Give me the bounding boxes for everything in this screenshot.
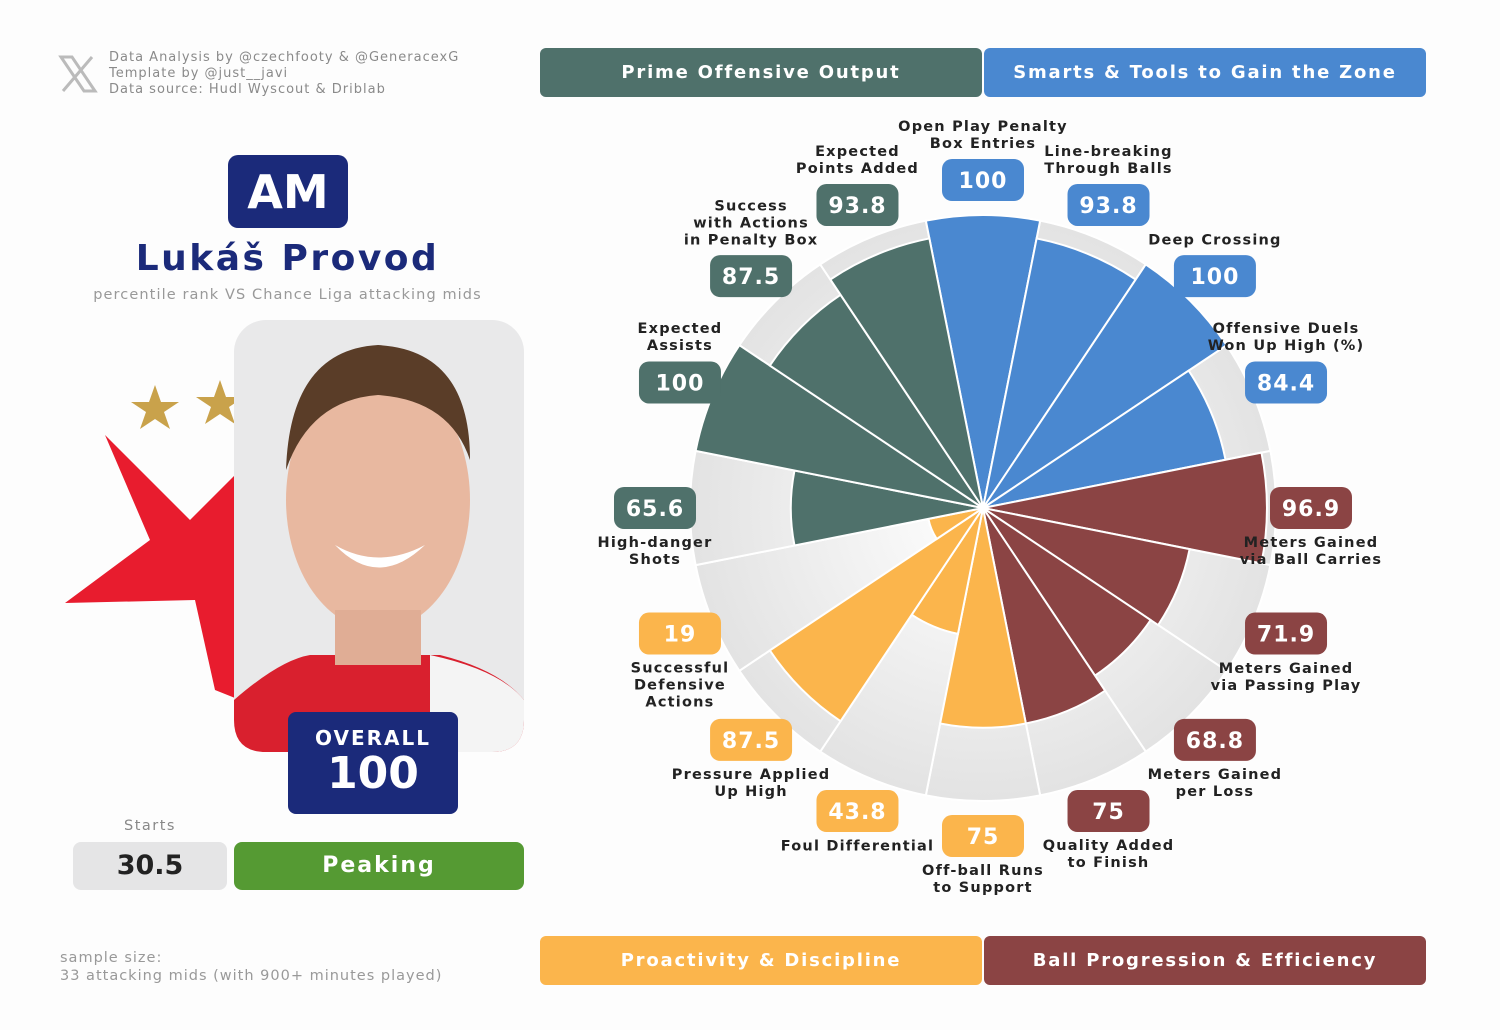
category-label: Line-breaking Through Balls: [1044, 143, 1173, 177]
category-label: Off-ball Runs to Support: [922, 863, 1044, 896]
value-label: 71.9: [1257, 623, 1315, 648]
group-legend: Ball Progression & Efficiency: [984, 936, 1426, 985]
value-box: [1270, 487, 1352, 529]
value-box: [710, 255, 793, 298]
category-label: Meters Gained per Loss: [1147, 766, 1283, 800]
starts-value: 30.5: [73, 842, 227, 890]
overall-label: OVERALL: [315, 726, 431, 750]
value-box: [942, 159, 1024, 201]
category-label: Meters Gained via Passing Play: [1210, 660, 1362, 694]
category-label: Expected Assists: [637, 321, 723, 355]
subtitle: percentile rank VS Chance Liga attacking…: [93, 287, 482, 303]
wedge: [828, 237, 984, 509]
player-graphic: [65, 320, 524, 752]
value-label: 19: [664, 623, 697, 648]
value-label: 100: [655, 371, 704, 396]
credit: Template by @just__javi: [109, 66, 289, 81]
x-logo: [58, 55, 98, 93]
value-box: [614, 487, 696, 529]
sample-size: 33 attacking mids (with 900+ minutes pla…: [60, 968, 443, 984]
value-label: 100: [1190, 265, 1239, 290]
value-box: [1173, 718, 1256, 761]
credit: Data Analysis by @czechfooty & @Generace…: [109, 50, 460, 65]
overall-value: 100: [327, 748, 419, 799]
value-label: 75: [1092, 800, 1125, 825]
value-box: [1173, 255, 1256, 298]
wedge: [768, 507, 984, 723]
wedge: [982, 507, 1191, 627]
category-label: Expected Points Added: [795, 143, 920, 177]
value-label: 87.5: [722, 265, 780, 290]
value-label: 43.8: [828, 800, 886, 825]
category-label: Quality Added to Finish: [1042, 838, 1175, 872]
value-box: [1067, 790, 1150, 833]
wedge: [924, 214, 1042, 509]
starts-label: Starts: [124, 818, 176, 834]
value-label: 87.5: [722, 729, 780, 754]
value-box: [710, 718, 793, 761]
wedge: [982, 262, 1229, 509]
form-badge: Peaking: [234, 842, 524, 890]
category-label: Foul Differential: [780, 838, 935, 855]
wedge: [982, 451, 1268, 565]
value-label: 68.8: [1186, 729, 1244, 754]
value-label: 93.8: [1079, 194, 1137, 219]
player-name: Lukáš Provod: [135, 238, 440, 279]
value-label: 96.9: [1282, 497, 1340, 522]
value-label: 65.6: [626, 497, 684, 522]
group-legend: Prime Offensive Output: [540, 48, 982, 97]
value-box: [638, 361, 721, 404]
credit: Data source: Hudl Wyscout & Driblab: [109, 82, 386, 97]
value-box: [942, 815, 1024, 857]
sample-size: sample size:: [60, 950, 163, 966]
value-box: [1245, 361, 1328, 404]
group-legend: Smarts & Tools to Gain the Zone: [984, 48, 1426, 97]
category-label: Open Play Penalty Box Entries: [898, 119, 1068, 152]
value-box: [638, 612, 721, 655]
value-box: [1245, 612, 1328, 655]
category-label: High-danger Shots: [597, 535, 713, 568]
value-box: [816, 183, 899, 226]
value-box: [1067, 183, 1150, 226]
category-label: Offensive Duels Won Up High (%): [1207, 321, 1365, 355]
value-label: 93.8: [828, 194, 886, 219]
value-label: 84.4: [1257, 371, 1315, 396]
category-label: Success with Actions in Penalty Box: [683, 198, 819, 249]
value-label: 75: [967, 825, 1000, 850]
overall-box: OVERALL 100: [288, 712, 458, 814]
group-legend: Proactivity & Discipline: [540, 936, 982, 985]
category-label: Deep Crossing: [1148, 232, 1282, 249]
category-label: Pressure Applied Up High: [671, 766, 831, 800]
category-label: Meters Gained via Ball Carries: [1239, 535, 1383, 568]
position-badge: AM: [228, 155, 348, 228]
value-box: [816, 790, 899, 833]
wedge: [938, 507, 1028, 729]
value-label: 100: [959, 169, 1008, 194]
category-label: Successful Defensive Actions: [630, 660, 730, 711]
